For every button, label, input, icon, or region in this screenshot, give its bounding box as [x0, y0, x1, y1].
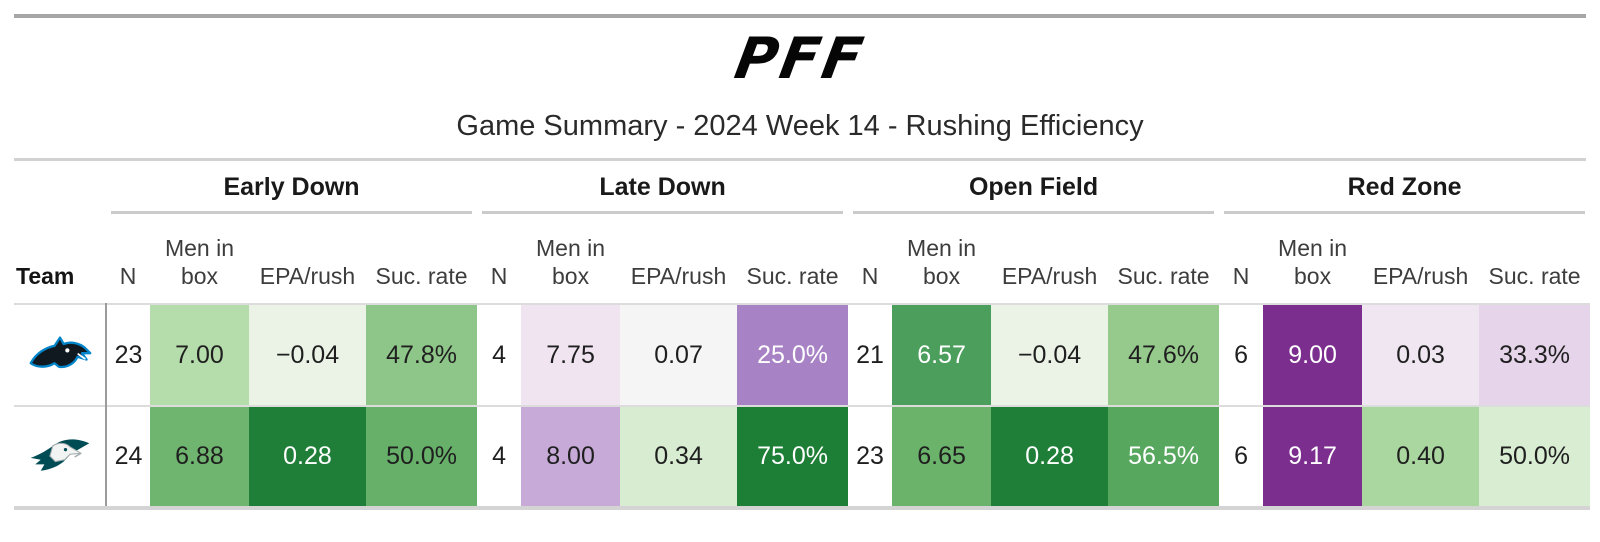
column-header-n: N: [490, 263, 508, 290]
column-header-team: Team: [16, 263, 75, 290]
stat-cell: 33.3%: [1479, 303, 1591, 406]
stat-cell: 25.0%: [737, 303, 849, 406]
group-header-spacer: [14, 161, 106, 214]
rushing-efficiency-table: Early Down Late Down Open Field Red Zone…: [14, 161, 1591, 510]
column-header-epa-rush: EPA/rush: [1001, 263, 1098, 290]
stat-cell: 0.03: [1362, 303, 1480, 406]
table-row-eagles: 24 6.88 0.28 50.0% 4 8.00 0.34 75.0% 23 …: [14, 405, 1591, 508]
stat-cell: 8.00: [521, 405, 621, 508]
stat-cell: 6.57: [892, 303, 992, 406]
stat-cell: 9.00: [1263, 303, 1363, 406]
logo-container: PFF: [0, 24, 1600, 94]
stat-cell: 23: [848, 405, 893, 508]
column-header-n: N: [119, 263, 137, 290]
group-header-row: Early Down Late Down Open Field Red Zone: [14, 161, 1590, 214]
column-header-n: N: [861, 263, 879, 290]
stat-cell: 21: [848, 303, 893, 406]
eagles-logo: [30, 438, 89, 471]
column-header-suc-rate: Suc. rate: [1117, 263, 1210, 290]
stat-cell: 6: [1219, 303, 1264, 406]
stat-cell: 4: [477, 303, 522, 406]
column-header-suc-rate: Suc. rate: [746, 263, 839, 290]
page-title: Game Summary - 2024 Week 14 - Rushing Ef…: [456, 110, 1144, 142]
stat-cell: 75.0%: [737, 405, 849, 508]
title-divider: [14, 158, 1586, 161]
stat-cell: 6.65: [892, 405, 992, 508]
stat-cell: 50.0%: [1479, 405, 1591, 508]
stat-cell: 7.75: [521, 303, 621, 406]
team-cell-eagles: [14, 405, 107, 508]
panthers-logo: [29, 336, 91, 369]
column-header-men-in-box: Men in box: [1278, 234, 1348, 290]
stat-cell: 56.5%: [1108, 405, 1220, 508]
stat-cell: 6.88: [150, 405, 249, 508]
group-header-red-zone: Red Zone: [1219, 161, 1590, 214]
stat-cell: 0.28: [249, 405, 366, 508]
column-header-n: N: [1232, 263, 1250, 290]
column-header-suc-rate: Suc. rate: [1488, 263, 1581, 290]
stat-cell: 23: [106, 303, 150, 406]
stat-cell: 6: [1219, 405, 1264, 508]
column-header-men-in-box: Men in box: [536, 234, 606, 290]
stat-cell: 9.17: [1263, 405, 1363, 508]
group-header-late-down: Late Down: [477, 161, 848, 214]
pff-logo: PFF: [729, 26, 871, 92]
team-cell-panthers: [14, 303, 107, 406]
column-header-suc-rate: Suc. rate: [375, 263, 468, 290]
stat-cell: 24: [106, 405, 150, 508]
stat-cell: 0.34: [620, 405, 738, 508]
column-header-row: Team N Men in box EPA/rush Suc. rate N M…: [14, 214, 1590, 304]
group-header-open-field: Open Field: [848, 161, 1219, 214]
column-header-epa-rush: EPA/rush: [259, 263, 356, 290]
stat-cell: 0.28: [991, 405, 1109, 508]
top-divider: [14, 14, 1586, 18]
group-header-early-down: Early Down: [106, 161, 477, 214]
column-header-men-in-box: Men in box: [164, 234, 235, 290]
table-row-panthers: 23 7.00 −0.04 47.8% 4 7.75 0.07 25.0% 21…: [14, 303, 1591, 406]
stat-cell: 47.6%: [1108, 303, 1220, 406]
stat-cell: 4: [477, 405, 522, 508]
column-header-men-in-box: Men in box: [907, 234, 977, 290]
stat-cell: 50.0%: [366, 405, 478, 508]
stat-cell: 47.8%: [366, 303, 478, 406]
column-header-epa-rush: EPA/rush: [630, 263, 727, 290]
stat-cell: 0.07: [620, 303, 738, 406]
stat-cell: 7.00: [150, 303, 249, 406]
stat-cell: 0.40: [1362, 405, 1480, 508]
stat-cell: −0.04: [991, 303, 1109, 406]
column-header-epa-rush: EPA/rush: [1372, 263, 1469, 290]
stat-cell: −0.04: [249, 303, 366, 406]
